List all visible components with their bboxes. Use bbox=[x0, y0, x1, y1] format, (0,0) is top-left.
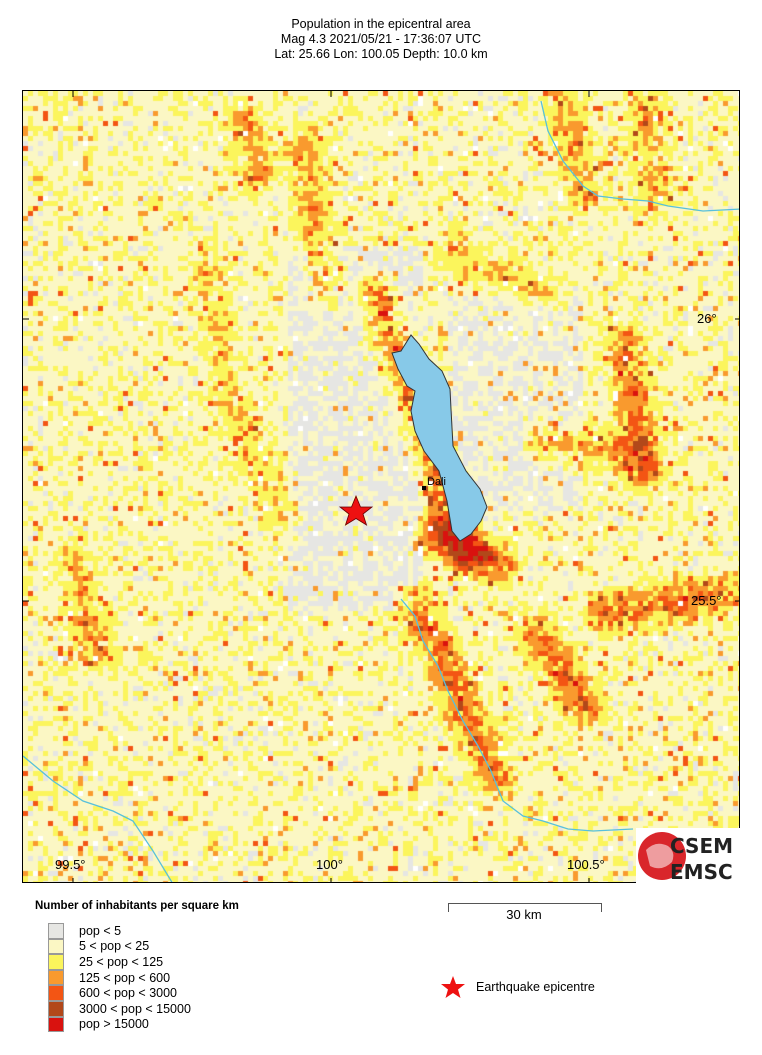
svg-text:EMSC: EMSC bbox=[670, 860, 733, 883]
legend-title: Number of inhabitants per square km bbox=[35, 900, 239, 912]
legend-label: pop > 15000 bbox=[79, 1017, 149, 1032]
river bbox=[540, 100, 739, 212]
lon-tick-99-5: 99.5° bbox=[55, 857, 86, 872]
legend-swatch bbox=[48, 985, 64, 1001]
population-map: Dali bbox=[22, 90, 740, 883]
legend-item: 600 < pop < 3000 bbox=[48, 985, 177, 1001]
epicentre-star-icon bbox=[338, 494, 374, 526]
epicentre-legend: Earthquake epicentre bbox=[440, 975, 595, 999]
legend-swatch bbox=[48, 954, 64, 970]
legend-swatch bbox=[48, 1016, 64, 1033]
svg-text:CSEM: CSEM bbox=[670, 834, 733, 858]
river bbox=[23, 755, 173, 882]
csem-emsc-logo: CSEM EMSC bbox=[636, 828, 740, 884]
event-location: Lat: 25.66 Lon: 100.05 Depth: 10.0 km bbox=[274, 47, 488, 61]
scale-label: 30 km bbox=[506, 907, 542, 922]
map-title: Population in the epicentral area bbox=[291, 17, 471, 31]
legend-item: 125 < pop < 600 bbox=[48, 969, 171, 986]
legend-item: 3000 < pop < 15000 bbox=[48, 1001, 191, 1017]
legend-swatch bbox=[48, 1001, 64, 1017]
legend-label: 125 < pop < 600 bbox=[79, 970, 171, 985]
lat-tick-25-5: 25.5° bbox=[691, 593, 722, 608]
scale-bar bbox=[448, 903, 602, 912]
river bbox=[400, 598, 634, 832]
city-marker bbox=[422, 486, 426, 490]
legend-label: 25 < pop < 125 bbox=[79, 954, 164, 969]
erhai-lake bbox=[391, 334, 488, 542]
legend-swatch bbox=[48, 923, 64, 939]
legend-swatch bbox=[48, 969, 64, 986]
star-icon bbox=[441, 976, 465, 998]
lat-tick-26: 26° bbox=[697, 311, 717, 326]
city-label: Dali bbox=[427, 476, 446, 488]
legend-label: pop < 5 bbox=[79, 923, 122, 938]
legend-label: 3000 < pop < 15000 bbox=[79, 1001, 191, 1016]
legend-label: 5 < pop < 25 bbox=[79, 939, 150, 954]
legend-item: 25 < pop < 125 bbox=[48, 954, 163, 970]
legend-item: 5 < pop < 25 bbox=[48, 938, 150, 955]
legend-item: pop > 15000 bbox=[48, 1016, 149, 1033]
legend-label: 600 < pop < 3000 bbox=[79, 986, 178, 1001]
event-info: Mag 4.3 2021/05/21 - 17:36:07 UTC bbox=[280, 32, 482, 46]
epicentre-legend-label: Earthquake epicentre bbox=[476, 980, 595, 994]
population-raster bbox=[23, 91, 739, 882]
map-overlay: Dali bbox=[23, 91, 739, 882]
lon-tick-100-5: 100.5° bbox=[567, 857, 605, 872]
legend-item: pop < 5 bbox=[48, 923, 121, 939]
legend-swatch bbox=[48, 938, 64, 955]
lon-tick-100: 100° bbox=[316, 857, 343, 872]
